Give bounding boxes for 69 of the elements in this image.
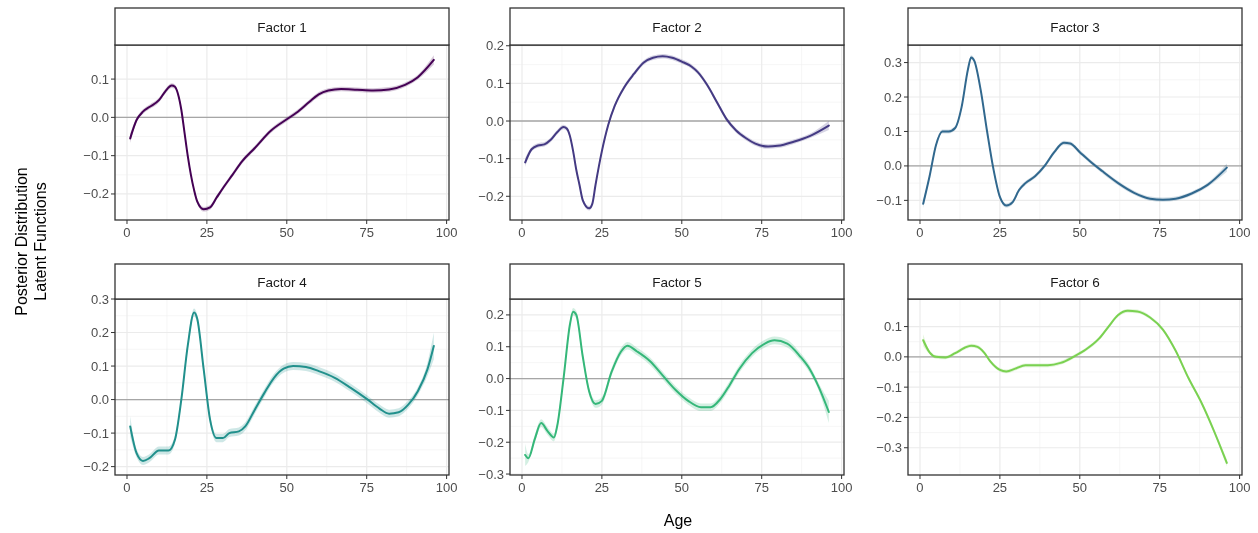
y-tick-label: −0.1 (83, 148, 109, 164)
x-tick-label: 100 (1228, 480, 1251, 495)
x-tick-label: 25 (199, 225, 215, 240)
y-tick-label: 0.2 (883, 89, 902, 105)
y-tick-label: 0.0 (90, 392, 109, 408)
y-tick-label: −0.2 (478, 434, 504, 450)
y-tick-label: −0.2 (83, 186, 109, 202)
x-tick-label: 50 (674, 480, 690, 495)
chart-title: Factor 6 (1050, 274, 1100, 290)
x-tick-label: 50 (1072, 225, 1088, 240)
y-tick-label: −0.3 (478, 466, 504, 482)
chart-title: Factor 1 (257, 19, 307, 35)
y-tick-label: 0.2 (485, 307, 504, 323)
x-tick-label: 100 (830, 225, 853, 240)
x-tick-label: 25 (992, 225, 1008, 240)
y-tick-label: 0.0 (485, 371, 504, 387)
x-tick-label: 75 (754, 225, 769, 240)
x-tick-label: 50 (1072, 480, 1088, 495)
x-tick-label: 0 (916, 480, 924, 495)
y-tick-label: −0.1 (83, 425, 109, 441)
x-tick-label: 75 (1152, 480, 1167, 495)
x-tick-label: 0 (916, 225, 924, 240)
y-tick-label: −0.1 (876, 379, 902, 395)
chart-title: Factor 4 (257, 274, 308, 290)
chart-title: Factor 2 (652, 19, 702, 35)
y-tick-label: 0.2 (90, 325, 109, 341)
chart-title: Factor 3 (1050, 19, 1100, 35)
x-axis-title: Age (663, 512, 693, 529)
x-tick-label: 25 (594, 225, 610, 240)
y-tick-label: 0.1 (883, 123, 902, 139)
y-tick-label: 0.3 (90, 291, 109, 307)
x-tick-label: 50 (279, 225, 295, 240)
x-tick-label: 25 (594, 480, 610, 495)
y-axis-title: Posterior Distribution Latent Functions (12, 167, 49, 316)
y-tick-label: 0.2 (485, 38, 504, 54)
x-tick-label: 0 (518, 480, 526, 495)
y-tick-label: −0.1 (876, 192, 902, 208)
y-tick-label: 0.0 (883, 158, 902, 174)
y-tick-label: −0.2 (83, 459, 109, 475)
y-tick-label: −0.1 (478, 151, 504, 167)
y-tick-label: 0.3 (883, 55, 902, 71)
x-tick-label: 50 (279, 480, 295, 495)
y-tick-label: 0.0 (883, 349, 902, 365)
x-tick-label: 25 (199, 480, 215, 495)
y-tick-label: −0.2 (478, 188, 504, 204)
x-tick-label: 75 (1152, 225, 1167, 240)
x-tick-label: 100 (830, 480, 853, 495)
y-tick-label: 0.1 (90, 358, 109, 374)
x-tick-label: 50 (674, 225, 690, 240)
y-tick-label: −0.3 (876, 440, 902, 456)
x-tick-label: 0 (123, 480, 131, 495)
x-tick-label: 100 (435, 480, 458, 495)
x-tick-label: 75 (754, 480, 769, 495)
x-tick-label: 75 (359, 225, 374, 240)
x-tick-label: 100 (1228, 225, 1251, 240)
y-tick-label: 0.1 (485, 75, 504, 91)
x-tick-label: 25 (992, 480, 1008, 495)
chart-title: Factor 5 (652, 274, 702, 290)
y-tick-label: 0.0 (485, 113, 504, 129)
x-tick-label: 100 (435, 225, 458, 240)
y-tick-label: 0.1 (90, 71, 109, 87)
x-tick-label: 75 (359, 480, 374, 495)
x-tick-label: 0 (518, 225, 526, 240)
y-tick-label: 0.0 (90, 109, 109, 125)
y-tick-label: 0.1 (883, 319, 902, 335)
y-tick-label: −0.2 (876, 409, 902, 425)
y-tick-label: 0.1 (485, 339, 504, 355)
x-tick-label: 0 (123, 225, 131, 240)
y-tick-label: −0.1 (478, 402, 504, 418)
